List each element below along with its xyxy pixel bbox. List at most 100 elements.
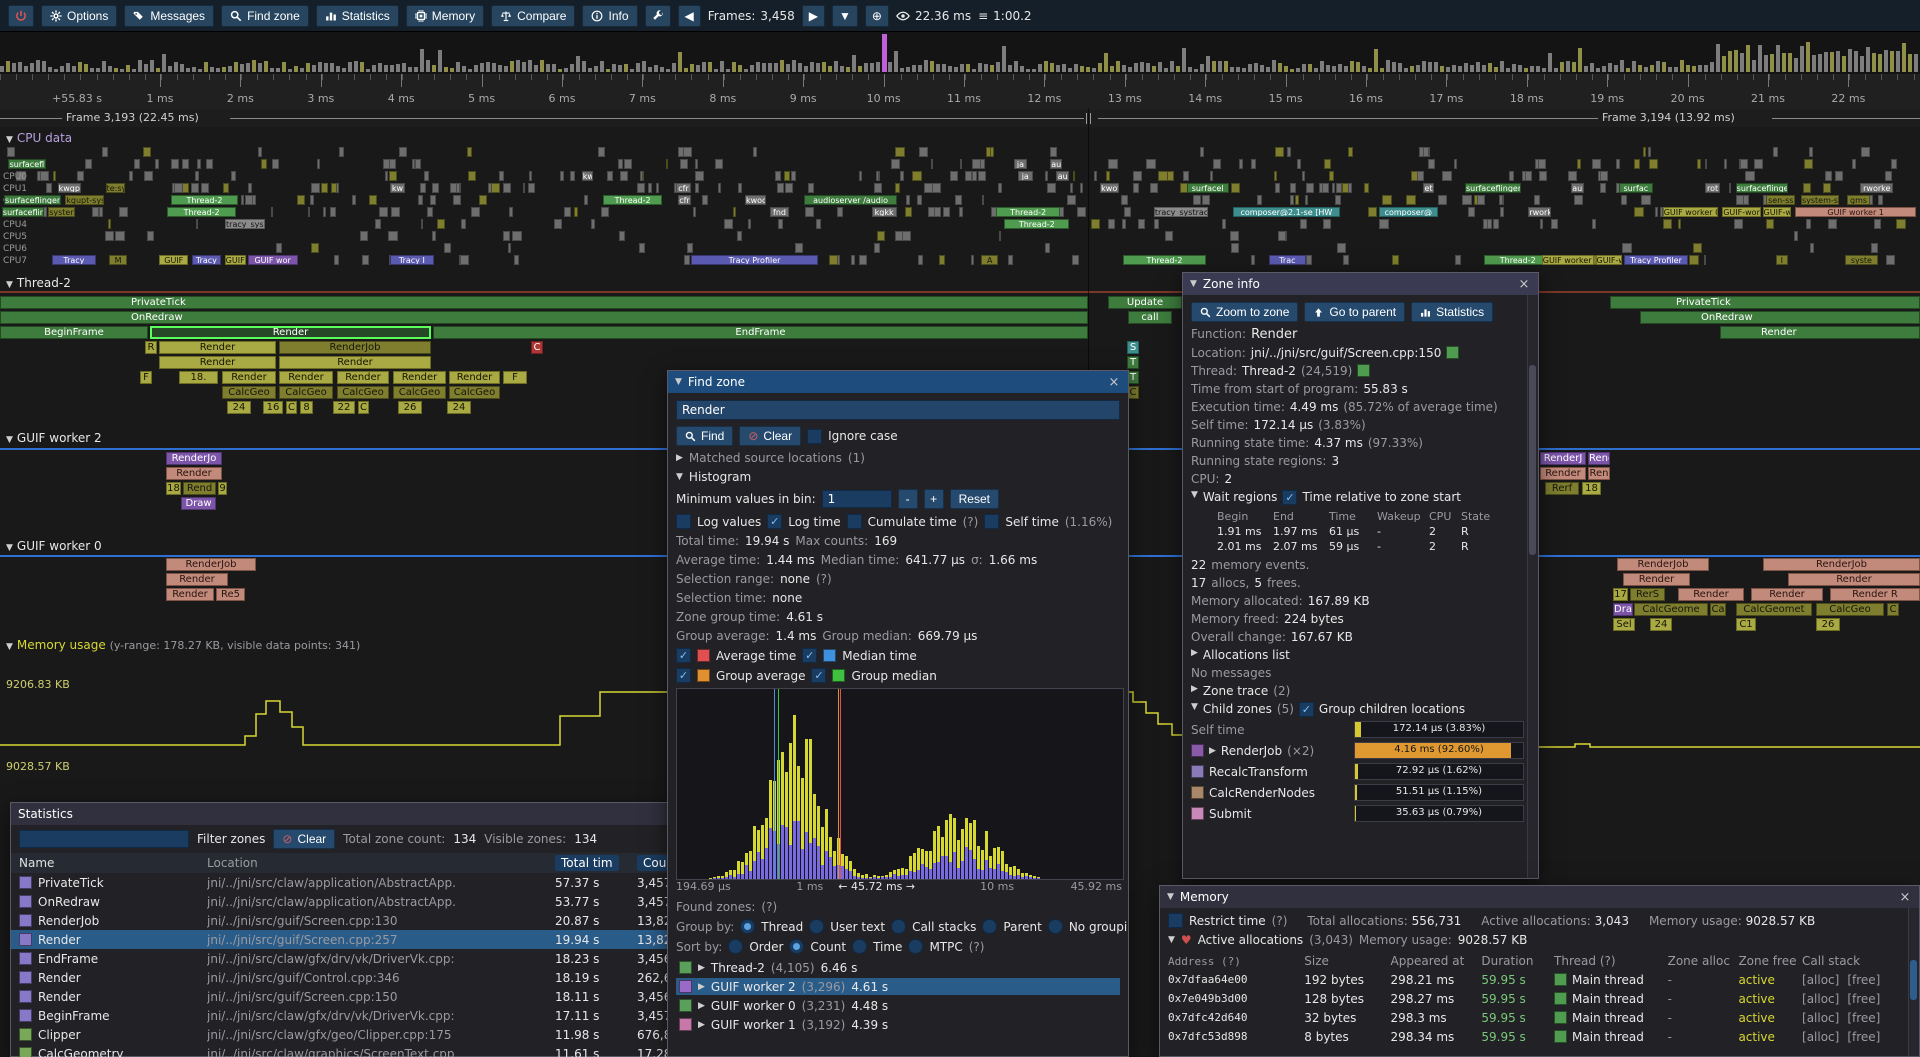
cpu-zone[interactable]: [452, 195, 461, 205]
frame-bar[interactable]: [300, 68, 304, 72]
cpu-zone[interactable]: [804, 207, 815, 217]
zone[interactable]: Rend: [1588, 452, 1610, 465]
frame-bar[interactable]: [1692, 66, 1696, 72]
cpu-zone[interactable]: [383, 159, 391, 169]
frame-bar[interactable]: [54, 68, 58, 72]
cpu-zone[interactable]: [1238, 159, 1244, 169]
cpu-zone[interactable]: [513, 255, 519, 265]
frame-bar[interactable]: [1068, 67, 1072, 72]
zone[interactable]: RenderJob: [1763, 558, 1920, 571]
cpu-zone[interactable]: [1550, 219, 1558, 229]
frame-bar[interactable]: [534, 65, 538, 72]
sort-by-time[interactable]: [852, 939, 868, 954]
cpu-zone[interactable]: [1108, 219, 1115, 229]
cpu-zone[interactable]: GUIF worker 2: [1541, 255, 1594, 265]
filter-input[interactable]: [19, 830, 189, 848]
frame-bar[interactable]: [1446, 66, 1450, 72]
frame-bar[interactable]: [690, 64, 694, 72]
cpu-zone[interactable]: [307, 207, 311, 217]
frame-bar[interactable]: [1866, 46, 1870, 72]
zone[interactable]: 24: [1650, 618, 1672, 631]
zone[interactable]: C1: [1736, 618, 1756, 631]
cpu-zone[interactable]: [924, 183, 933, 193]
cpu-zone[interactable]: [1733, 219, 1743, 229]
frame-bar[interactable]: [498, 65, 502, 72]
table-row[interactable]: EndFrame jni/../jni/src/claw/gfx/drv/vk/D…: [11, 949, 806, 968]
cpu-zone[interactable]: [330, 207, 336, 217]
cpu-zone[interactable]: [1659, 207, 1663, 217]
frame-bar[interactable]: [1416, 64, 1420, 72]
frame-bar[interactable]: [1584, 65, 1588, 72]
zone[interactable]: Update: [1108, 296, 1182, 309]
frame-bar[interactable]: [810, 61, 814, 72]
cpu-zone[interactable]: [374, 219, 382, 229]
memory-button[interactable]: Memory: [405, 4, 485, 27]
zone[interactable]: S: [1127, 341, 1139, 354]
cpu-zone[interactable]: [1419, 147, 1424, 157]
column-header-zone-alloc[interactable]: Zone alloc: [1667, 954, 1730, 968]
frame-bar[interactable]: [564, 68, 568, 72]
cpu-zone[interactable]: [1428, 159, 1436, 169]
frame-bar[interactable]: [1752, 59, 1756, 72]
cpu-zone[interactable]: [1861, 147, 1870, 157]
zoom-to-zone-button[interactable]: Zoom to zone: [1191, 302, 1299, 322]
cpu-zone[interactable]: [1295, 195, 1299, 205]
cpu-zone[interactable]: [1885, 171, 1892, 181]
found-zone-group[interactable]: ▶ GUIF worker 1 (3,192) 4.39 s: [676, 1016, 1120, 1033]
cpu-zone[interactable]: [904, 207, 912, 217]
zone[interactable]: Render: [166, 573, 228, 586]
cpu-zone[interactable]: [738, 183, 743, 193]
frame-bar[interactable]: [540, 60, 544, 72]
frame-bar[interactable]: [1218, 61, 1222, 72]
cpu-zone[interactable]: GUIF-w: [1595, 255, 1623, 265]
cpu-zone[interactable]: [528, 183, 535, 193]
relative-time-checkbox[interactable]: ✓: [1282, 490, 1298, 505]
frame-bar[interactable]: [1710, 61, 1714, 72]
cpu-zone[interactable]: [222, 183, 230, 193]
cpu-zone[interactable]: [467, 147, 473, 157]
zone[interactable]: Render: [1751, 588, 1823, 601]
cpu-zone[interactable]: [297, 195, 305, 205]
cpu-zone[interactable]: [1079, 183, 1084, 193]
frame-bar[interactable]: [1080, 66, 1084, 72]
cpu-zone[interactable]: rworke: [1528, 207, 1552, 217]
cpu-zone[interactable]: [1704, 159, 1708, 169]
child-zones-header[interactable]: ▼ Child zones (5) ✓ Group children locations: [1191, 702, 1466, 717]
group-children-checkbox[interactable]: ✓: [1298, 702, 1314, 717]
cpu-zone[interactable]: [1662, 219, 1673, 229]
zone[interactable]: RenderJ: [1540, 452, 1586, 465]
ignore-case-checkbox[interactable]: [807, 428, 823, 444]
cpu-zone[interactable]: [640, 171, 643, 181]
frame-bar[interactable]: [1914, 54, 1918, 72]
frame-bar[interactable]: [1602, 66, 1606, 72]
expand-icon[interactable]: ▶: [1191, 648, 1198, 658]
frame-bar[interactable]: [708, 61, 712, 72]
zone[interactable]: Rend: [183, 482, 216, 495]
wait-regions-header[interactable]: ▼ Wait regions ✓ Time relative to zone star…: [1191, 490, 1461, 505]
frame-bar[interactable]: [1500, 60, 1504, 72]
frame-bar[interactable]: [660, 66, 664, 72]
cpu-zone[interactable]: surfacel: [1186, 183, 1229, 193]
frame-bar[interactable]: [1578, 47, 1582, 72]
frame-bar[interactable]: [1848, 49, 1852, 72]
frame-bar[interactable]: [1188, 67, 1192, 72]
cpu-zone[interactable]: [785, 183, 793, 193]
frame-bar[interactable]: [1146, 62, 1150, 72]
find-zone-search-input[interactable]: [676, 400, 1120, 420]
checkbox-cumulate-time[interactable]: [846, 514, 862, 529]
cpu-zone[interactable]: [1468, 207, 1475, 217]
frame-bar[interactable]: [504, 66, 508, 72]
cpu-zone[interactable]: [997, 183, 1003, 193]
cpu-zone[interactable]: [1229, 231, 1239, 241]
frame-bar[interactable]: [1200, 63, 1204, 72]
cpu-zone[interactable]: [461, 219, 467, 229]
frame-bar[interactable]: [528, 60, 532, 72]
frame-bar[interactable]: [1614, 64, 1618, 72]
zone-trace-header[interactable]: ▶ Zone trace (2): [1191, 684, 1291, 698]
cpu-zone[interactable]: [639, 243, 645, 253]
frame-bar[interactable]: [834, 60, 838, 72]
cpu-zone[interactable]: [1896, 219, 1906, 229]
checkbox-self-time[interactable]: [984, 514, 1000, 529]
frame-bar[interactable]: [312, 65, 316, 72]
frame-bar[interactable]: [648, 66, 652, 72]
